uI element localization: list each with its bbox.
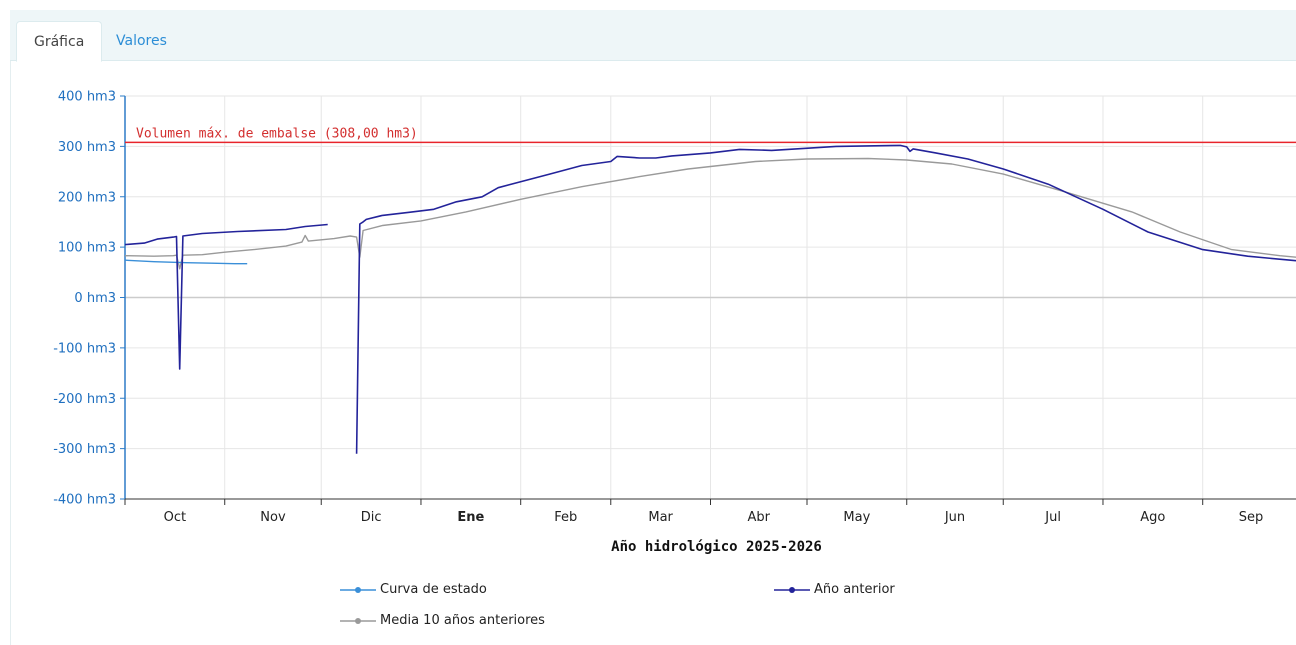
legend-item-media-10-anos[interactable]: Media 10 años anteriores bbox=[340, 613, 545, 629]
y-tick-label: -400 hm3 bbox=[53, 493, 116, 508]
y-tick-label: 200 hm3 bbox=[58, 190, 116, 205]
x-tick-label: Nov bbox=[260, 510, 286, 525]
legend-item-curva-de-estado[interactable]: Curva de estado bbox=[340, 582, 487, 598]
legend-marker-media-icon bbox=[340, 617, 376, 624]
legend-label: Curva de estado bbox=[380, 582, 487, 597]
y-tick-label: -300 hm3 bbox=[53, 442, 116, 457]
y-tick-label: 0 hm3 bbox=[74, 291, 116, 306]
series-line-0 bbox=[124, 259, 248, 265]
legend-marker-anterior-icon bbox=[774, 586, 810, 593]
legend-item-ano-anterior[interactable]: Año anterior bbox=[774, 582, 895, 598]
legend-label: Año anterior bbox=[814, 582, 895, 597]
x-tick-label: Jul bbox=[1044, 510, 1061, 525]
x-tick-label: Sep bbox=[1239, 510, 1264, 525]
x-tick-label: Oct bbox=[164, 510, 186, 525]
x-tick-label: Feb bbox=[554, 510, 577, 525]
x-tick-label: Mar bbox=[648, 510, 673, 525]
x-tick-label: Dic bbox=[361, 510, 382, 525]
tab-bar: Gráfica Valores bbox=[10, 10, 1296, 62]
tab-grafica[interactable]: Gráfica bbox=[16, 21, 103, 62]
y-tick-label: 400 hm3 bbox=[58, 90, 116, 105]
y-tick-label: 100 hm3 bbox=[58, 241, 116, 256]
max-volume-label: Volumen máx. de embalse (308,00 hm3) bbox=[136, 126, 418, 141]
y-tick-label: -200 hm3 bbox=[53, 392, 116, 407]
legend-label: Media 10 años anteriores bbox=[380, 613, 545, 628]
y-tick-label: -100 hm3 bbox=[53, 341, 116, 356]
panel-left-border bbox=[10, 61, 11, 645]
y-tick-label: 300 hm3 bbox=[58, 140, 116, 155]
series-line-2 bbox=[124, 157, 1296, 270]
x-tick-label: Ago bbox=[1140, 510, 1165, 525]
x-tick-label: Ene bbox=[457, 510, 484, 525]
x-tick-label: May bbox=[843, 510, 870, 525]
x-axis-title: Año hidrológico 2025-2026 bbox=[611, 539, 822, 555]
legend-marker-curva-icon bbox=[340, 586, 376, 593]
tab-valores[interactable]: Valores bbox=[116, 33, 167, 49]
x-tick-label: Jun bbox=[944, 510, 965, 525]
series-line-1 bbox=[124, 144, 1296, 454]
x-tick-label: Abr bbox=[748, 510, 771, 525]
